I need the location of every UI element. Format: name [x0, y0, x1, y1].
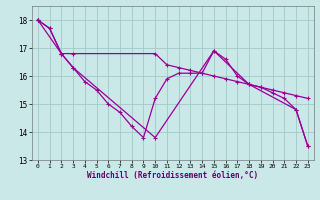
X-axis label: Windchill (Refroidissement éolien,°C): Windchill (Refroidissement éolien,°C)	[87, 171, 258, 180]
